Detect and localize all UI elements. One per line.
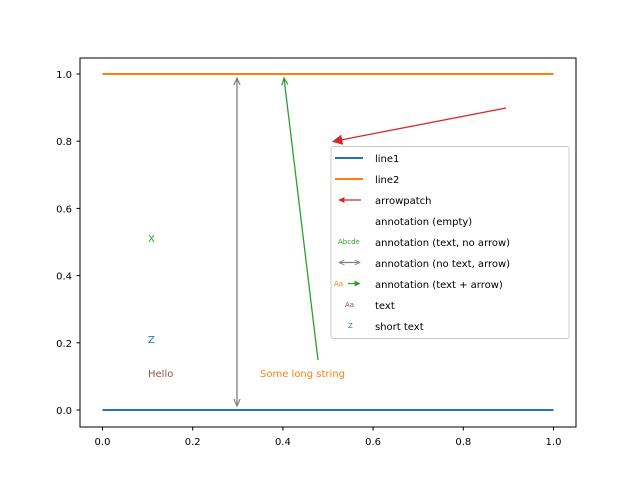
red-arrowpatch: [331, 107, 507, 145]
y-tick-label: 0.6: [56, 204, 72, 215]
annotation-long-string-text: Some long string: [260, 369, 345, 380]
legend-box: [330, 146, 570, 339]
legend-label: text: [375, 301, 395, 312]
annotation-z-text: Z: [148, 335, 155, 346]
legend-label: arrowpatch: [375, 196, 431, 207]
legend-label: line1: [375, 154, 399, 165]
legend-label: annotation (text + arrow): [375, 280, 503, 291]
y-tick-label: 0.8: [56, 137, 72, 148]
y-axis: 0.0 0.2 0.4 0.6 0.8 1.0: [56, 70, 80, 417]
annotation-hello-text: Hello: [148, 369, 173, 380]
y-tick-label: 0.2: [56, 339, 72, 350]
y-tick-label: 0.4: [56, 272, 72, 283]
x-tick-label: 0.2: [185, 437, 201, 448]
legend-label: annotation (no text, arrow): [375, 259, 510, 270]
legend-label: line2: [375, 175, 399, 186]
legend-aa-brown-handle: Aa: [345, 301, 354, 309]
legend-z-handle: Z: [348, 322, 353, 330]
x-tick-label: 1.0: [546, 437, 562, 448]
x-tick-label: 0.8: [455, 437, 471, 448]
x-axis: 0.0 0.2 0.4 0.6 0.8 1.0: [95, 427, 562, 448]
x-tick-label: 0.0: [95, 437, 111, 448]
green-arrow-annotation: [284, 78, 319, 361]
annotation-x-text: X: [148, 234, 155, 245]
x-tick-label: 0.6: [365, 437, 381, 448]
legend-aa-handle: Aa: [334, 280, 343, 288]
x-tick-label: 0.4: [275, 437, 291, 448]
legend-label: annotation (empty): [375, 217, 472, 228]
legend: line1 line2 arrowpatch annotation (empty…: [330, 146, 570, 339]
legend-abcde-handle: Abcde: [338, 238, 360, 246]
legend-label: short text: [375, 322, 424, 333]
y-tick-label: 0.0: [56, 406, 72, 417]
y-tick-label: 1.0: [56, 70, 72, 81]
legend-label: annotation (text, no arrow): [375, 238, 510, 249]
